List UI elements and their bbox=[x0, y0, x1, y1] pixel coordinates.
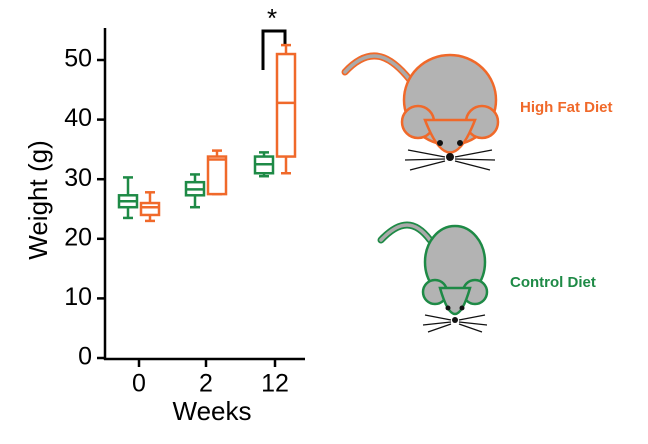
y-tick-label: 20 bbox=[64, 223, 92, 251]
y-tick-label: 30 bbox=[64, 164, 92, 192]
y-tick-label: 0 bbox=[78, 343, 92, 371]
y-tick-label: 40 bbox=[64, 104, 92, 132]
x-tick-label: 2 bbox=[199, 370, 213, 398]
y-tick-label: 50 bbox=[64, 45, 92, 73]
significance-marker: * bbox=[267, 3, 277, 33]
control-mouse-icon bbox=[377, 221, 489, 333]
box bbox=[275, 52, 297, 158]
box bbox=[139, 201, 161, 217]
high-fat-mouse-icon bbox=[341, 52, 500, 171]
y-axis-label: Weight (g) bbox=[23, 140, 53, 259]
x-tick-label: 0 bbox=[132, 370, 146, 398]
box bbox=[206, 155, 228, 196]
y-tick-label: 10 bbox=[64, 283, 92, 311]
legend-label: High Fat Diet bbox=[520, 99, 613, 116]
significance-bracket bbox=[261, 29, 287, 70]
legend-label: Control Diet bbox=[510, 274, 596, 291]
x-tick-label: 12 bbox=[261, 370, 289, 398]
x-axis-label: Weeks bbox=[173, 396, 252, 426]
